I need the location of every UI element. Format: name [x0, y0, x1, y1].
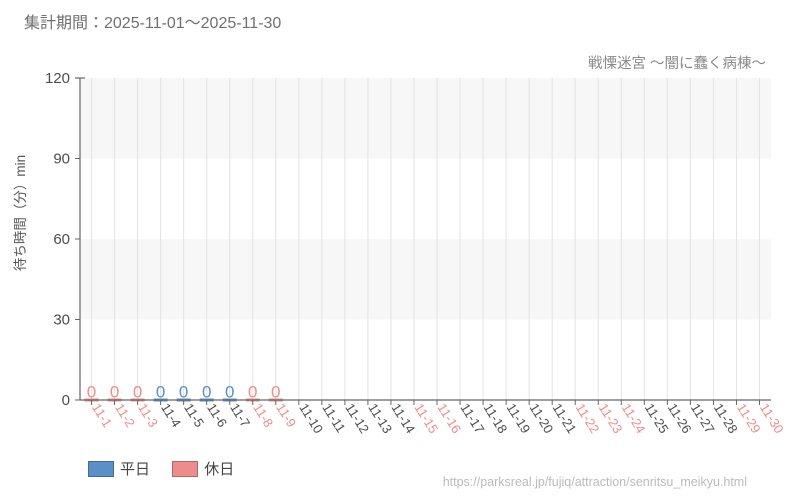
svg-text:0: 0 [110, 383, 119, 402]
svg-text:11-30: 11-30 [757, 401, 787, 436]
svg-text:0: 0 [62, 392, 70, 409]
svg-text:60: 60 [53, 231, 70, 248]
svg-text:90: 90 [53, 151, 70, 168]
svg-text:11-26: 11-26 [665, 401, 695, 436]
svg-text:11-5: 11-5 [181, 401, 207, 430]
svg-text:11-22: 11-22 [573, 401, 603, 436]
svg-text:11-15: 11-15 [411, 401, 441, 436]
svg-text:11-6: 11-6 [204, 401, 230, 430]
svg-text:11-8: 11-8 [250, 401, 276, 430]
svg-text:11-29: 11-29 [734, 401, 764, 436]
svg-text:11-19: 11-19 [504, 401, 534, 436]
svg-text:0: 0 [133, 383, 142, 402]
svg-text:11-3: 11-3 [135, 401, 161, 430]
svg-text:11-9: 11-9 [273, 401, 299, 430]
svg-text:11-12: 11-12 [342, 401, 372, 436]
svg-text:0: 0 [225, 383, 234, 402]
svg-text:11-16: 11-16 [434, 401, 464, 436]
svg-text:0: 0 [248, 383, 257, 402]
svg-text:11-25: 11-25 [642, 401, 672, 436]
svg-text:11-23: 11-23 [596, 401, 626, 436]
svg-text:0: 0 [179, 383, 188, 402]
svg-text:11-2: 11-2 [112, 401, 138, 430]
svg-text:11-21: 11-21 [550, 401, 580, 436]
svg-text:11-4: 11-4 [158, 401, 184, 430]
svg-text:11-24: 11-24 [619, 401, 649, 436]
svg-text:0: 0 [156, 383, 165, 402]
svg-text:0: 0 [271, 383, 280, 402]
svg-text:11-17: 11-17 [458, 401, 488, 436]
svg-text:11-13: 11-13 [365, 401, 395, 436]
svg-text:11-20: 11-20 [527, 401, 557, 436]
svg-text:11-18: 11-18 [481, 401, 511, 436]
svg-text:30: 30 [53, 312, 70, 329]
svg-text:11-10: 11-10 [296, 401, 326, 436]
svg-text:11-28: 11-28 [711, 401, 741, 436]
svg-text:11-14: 11-14 [388, 401, 418, 436]
svg-text:0: 0 [202, 383, 211, 402]
svg-text:11-7: 11-7 [227, 401, 253, 430]
svg-text:0: 0 [87, 383, 96, 402]
svg-text:11-11: 11-11 [319, 401, 348, 436]
svg-text:11-27: 11-27 [688, 401, 718, 436]
svg-text:11-1: 11-1 [89, 401, 115, 430]
